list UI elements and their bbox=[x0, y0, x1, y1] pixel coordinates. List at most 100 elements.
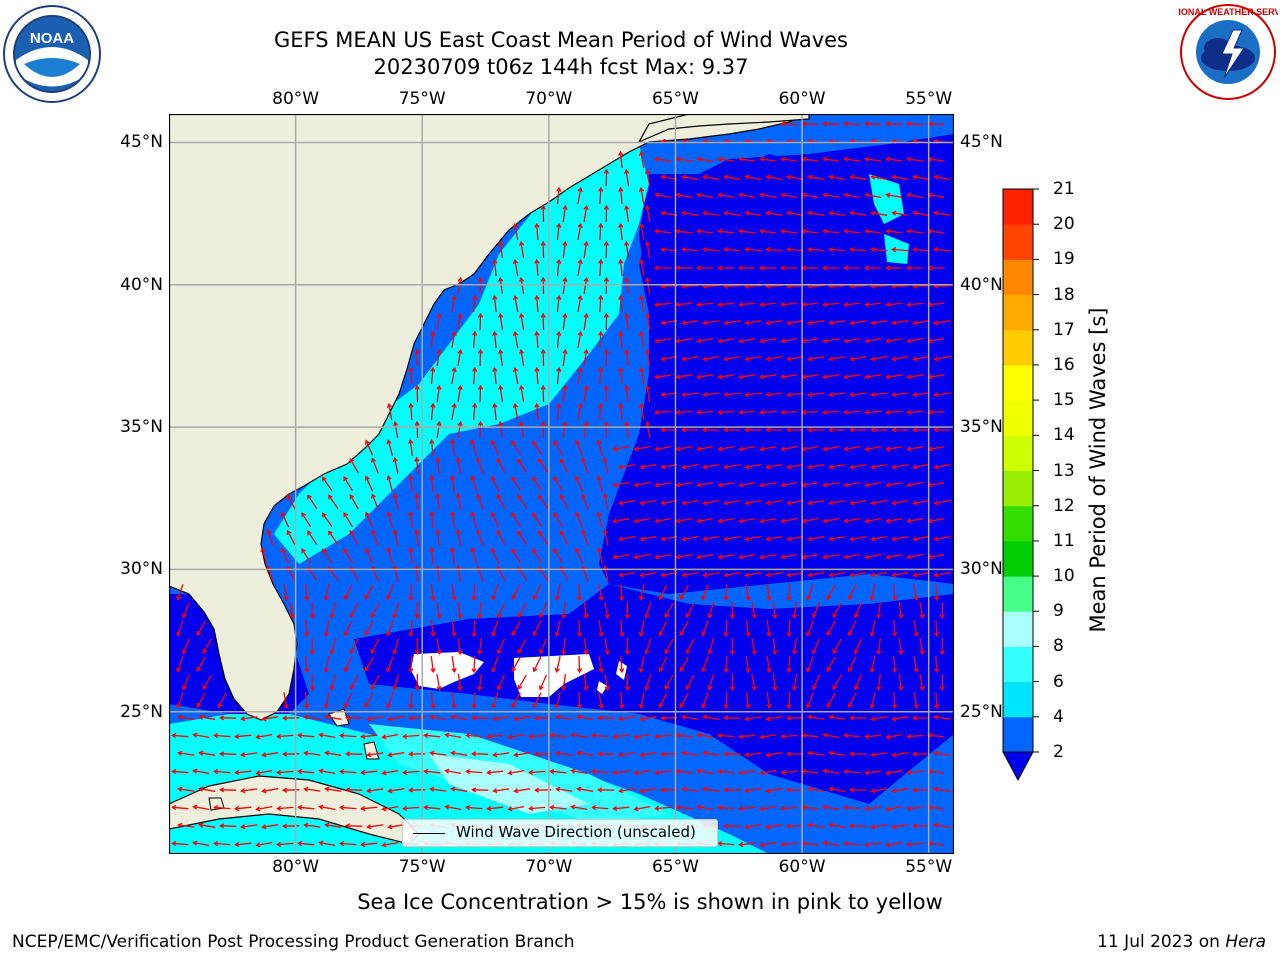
direction-arrow bbox=[934, 752, 951, 756]
direction-arrow-head bbox=[517, 684, 523, 690]
direction-arrow-head bbox=[618, 366, 624, 372]
direction-arrow-head bbox=[457, 312, 463, 319]
direction-arrow bbox=[571, 769, 588, 775]
direction-arrow-head bbox=[386, 631, 392, 637]
direction-arrow bbox=[640, 752, 657, 756]
direction-arrow bbox=[751, 601, 756, 619]
direction-arrow-head bbox=[603, 384, 610, 390]
direction-arrow bbox=[802, 517, 819, 523]
direction-arrow bbox=[850, 463, 867, 469]
direction-arrow bbox=[625, 422, 630, 438]
direction-arrow-head bbox=[675, 374, 681, 380]
direction-arrow-head bbox=[304, 596, 310, 602]
direction-arrow bbox=[781, 158, 798, 162]
direction-arrow-head bbox=[786, 787, 792, 793]
colorbar-tick-label: 12 bbox=[1053, 495, 1075, 516]
map-graticule bbox=[169, 114, 954, 854]
direction-arrow bbox=[655, 302, 672, 306]
direction-arrow bbox=[533, 692, 542, 708]
direction-arrow-head bbox=[192, 840, 198, 846]
direction-arrow-head bbox=[349, 685, 355, 691]
direction-arrow bbox=[661, 248, 678, 252]
direction-arrow-head bbox=[198, 786, 204, 792]
direction-arrow-head bbox=[759, 301, 765, 308]
direction-arrow bbox=[555, 584, 561, 600]
direction-arrow bbox=[697, 445, 714, 451]
direction-arrow bbox=[802, 123, 819, 125]
direction-arrow-head bbox=[807, 750, 813, 756]
direction-arrow-head bbox=[702, 536, 708, 542]
direction-arrow-head bbox=[329, 685, 335, 691]
direction-arrow bbox=[598, 691, 603, 709]
direction-arrow-head bbox=[414, 420, 420, 426]
direction-arrow-head bbox=[696, 732, 702, 738]
direction-arrow-head bbox=[408, 751, 414, 757]
direction-arrow-head bbox=[723, 464, 729, 470]
direction-arrow-head bbox=[885, 842, 891, 848]
direction-arrow-head bbox=[511, 476, 516, 482]
direction-arrow-head bbox=[822, 121, 828, 127]
direction-arrow bbox=[583, 277, 588, 295]
direction-arrow-head bbox=[717, 156, 723, 162]
direction-arrow-head bbox=[598, 595, 604, 602]
direction-arrow-head bbox=[891, 391, 897, 398]
direction-arrow bbox=[682, 176, 699, 180]
direction-arrow-head bbox=[370, 612, 376, 619]
direction-arrow bbox=[520, 421, 525, 439]
no-data-patch-4 bbox=[597, 681, 607, 694]
direction-arrow bbox=[514, 259, 519, 277]
direction-arrow bbox=[511, 692, 521, 708]
colorbar-segment bbox=[1003, 470, 1033, 507]
direction-arrow bbox=[382, 769, 399, 775]
direction-arrow-head bbox=[919, 649, 925, 656]
direction-arrow bbox=[393, 674, 400, 690]
direction-arrow bbox=[829, 463, 846, 469]
direction-arrow-head bbox=[849, 715, 855, 721]
direction-arrow-head bbox=[913, 631, 919, 638]
direction-arrow bbox=[661, 499, 678, 505]
direction-arrow bbox=[539, 638, 548, 654]
direction-arrow-head bbox=[807, 210, 813, 216]
direction-arrow bbox=[625, 386, 630, 402]
direction-arrow-head bbox=[679, 702, 685, 709]
direction-arrow bbox=[577, 331, 582, 349]
colorbar-segment bbox=[1003, 294, 1033, 331]
direction-arrow bbox=[806, 692, 814, 708]
direction-arrow-head bbox=[843, 554, 849, 560]
direction-arrow-head bbox=[745, 703, 751, 710]
direction-arrow-head bbox=[906, 338, 912, 344]
direction-arrow-head bbox=[498, 240, 504, 247]
direction-arrow bbox=[477, 494, 484, 510]
direction-arrow-head bbox=[702, 786, 708, 792]
direction-arrow-head bbox=[381, 842, 387, 848]
direction-arrow-head bbox=[430, 595, 436, 602]
direction-arrow-head bbox=[843, 805, 849, 811]
direction-arrow-head bbox=[912, 247, 918, 253]
direction-arrow bbox=[556, 403, 560, 421]
direction-arrow bbox=[571, 805, 588, 811]
direction-arrow bbox=[529, 770, 546, 774]
direction-arrow-head bbox=[807, 247, 813, 253]
direction-arrow bbox=[907, 734, 924, 738]
direction-arrow-head bbox=[660, 572, 666, 578]
direction-arrow-head bbox=[561, 649, 567, 656]
direction-arrow bbox=[829, 248, 846, 252]
direction-arrow-head bbox=[654, 265, 660, 271]
direction-arrow-head bbox=[717, 733, 723, 739]
direction-arrow-head bbox=[786, 210, 792, 216]
direction-arrow bbox=[613, 770, 630, 774]
direction-arrow-head bbox=[744, 788, 750, 794]
direction-arrow bbox=[919, 637, 924, 655]
direction-arrow-head bbox=[696, 228, 702, 235]
direction-arrow-head bbox=[738, 841, 744, 848]
direction-arrow-head bbox=[744, 320, 750, 326]
direction-arrow bbox=[625, 170, 630, 186]
direction-arrow-head bbox=[717, 409, 723, 415]
lat-tick-label-left: 45°N bbox=[120, 132, 163, 153]
direction-arrow-head bbox=[603, 240, 610, 246]
direction-arrow bbox=[892, 463, 909, 469]
direction-arrow bbox=[492, 620, 499, 636]
direction-arrow bbox=[619, 788, 636, 792]
direction-arrow-head bbox=[843, 301, 849, 308]
direction-arrow bbox=[871, 752, 888, 756]
